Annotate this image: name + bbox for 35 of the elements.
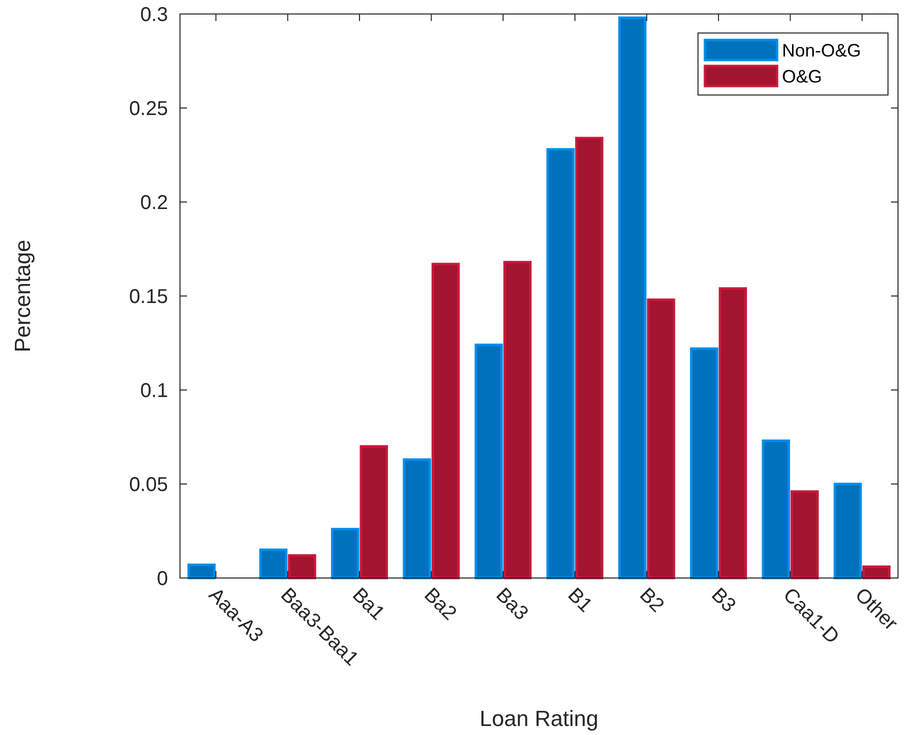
bar <box>718 287 747 580</box>
x-tick-label: B3 <box>706 584 740 617</box>
bar <box>432 262 460 580</box>
bar <box>474 344 503 580</box>
y-tick-label: 0.25 <box>129 98 168 120</box>
x-tick-label: Ba2 <box>420 584 460 625</box>
legend-label: O&G <box>782 66 822 86</box>
y-tick-label: 0.3 <box>140 4 168 26</box>
y-tick-label: 0.15 <box>129 286 168 308</box>
bar <box>331 528 360 580</box>
bar <box>618 16 646 580</box>
y-tick-label: 0.1 <box>140 380 168 402</box>
bar <box>503 260 532 580</box>
bar <box>402 458 432 580</box>
bar <box>288 554 316 580</box>
bar <box>862 565 891 580</box>
y-tick-label: 0.2 <box>140 192 168 214</box>
bar <box>646 298 676 580</box>
bar <box>790 490 819 580</box>
x-tick-label: B2 <box>635 584 668 617</box>
bar <box>575 136 604 580</box>
bar <box>360 445 388 580</box>
x-axis-title: Loan Rating <box>480 706 598 731</box>
y-tick-label: 0 <box>156 568 168 590</box>
y-tick-label: 0.05 <box>129 474 168 496</box>
x-tick-label: B1 <box>563 584 596 617</box>
bar <box>834 482 862 580</box>
bar <box>187 564 216 580</box>
legend-label: Non-O&G <box>782 40 862 60</box>
y-axis-title: Percentage <box>10 240 35 352</box>
bar <box>690 347 718 580</box>
bar <box>259 548 288 580</box>
bar <box>762 440 790 580</box>
bar <box>546 148 575 580</box>
x-tick-label: Ba3 <box>492 584 532 625</box>
